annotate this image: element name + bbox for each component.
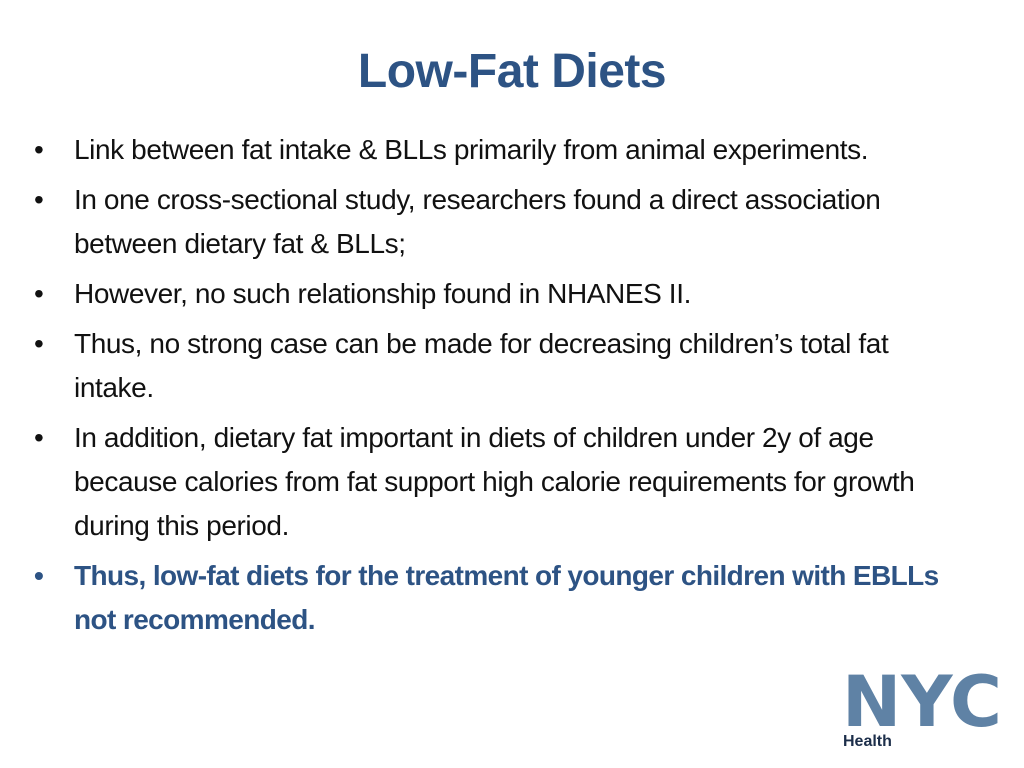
bullet-item: However, no such relationship found in N…	[30, 272, 960, 316]
nyc-health-logo: NYC Health	[842, 668, 1002, 750]
bullet-item-emphasis: Thus, low-fat diets for the treatment of…	[30, 554, 960, 642]
bullet-item: Thus, no strong case can be made for dec…	[30, 322, 960, 410]
bullet-item: In addition, dietary fat important in di…	[30, 416, 960, 548]
bullet-list: Link between fat intake & BLLs primarily…	[30, 128, 960, 648]
bullet-item: In one cross-sectional study, researcher…	[30, 178, 960, 266]
logo-mark: NYC	[842, 668, 1002, 743]
logo-subtext: Health	[843, 733, 892, 750]
bullet-item: Link between fat intake & BLLs primarily…	[30, 128, 960, 172]
slide-title: Low-Fat Diets	[357, 45, 667, 98]
